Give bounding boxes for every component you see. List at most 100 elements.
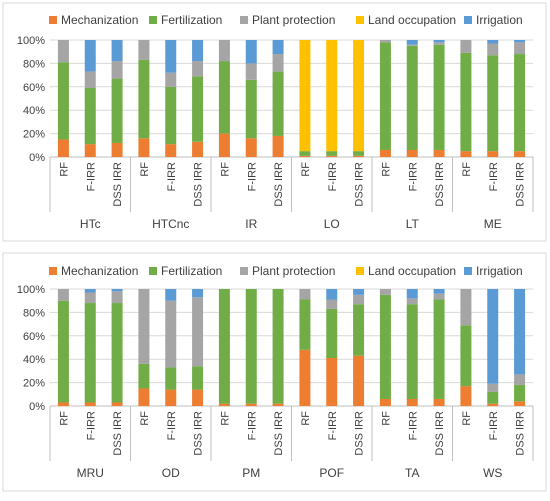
group-htcnc: RF F-IRR DSS IRR HTCnc <box>138 40 205 231</box>
bar-segment-irrigation <box>406 289 418 299</box>
y-tick-label: 20% <box>23 378 45 390</box>
bar-mru-dss-irr <box>111 289 123 406</box>
bar-segment-land-occupation <box>299 40 311 152</box>
bar-segment-irrigation <box>272 40 284 55</box>
bar-segment-irrigation <box>433 289 445 294</box>
bar-ir-rf <box>218 40 230 157</box>
legend-label-mechanization: Mechanization <box>61 264 138 278</box>
bar-segment-plant-protection <box>138 289 150 364</box>
bar-pm-rf <box>218 289 230 406</box>
x-category-label: RF <box>300 162 312 177</box>
x-category-label: F-IRR <box>166 162 178 191</box>
group-label-lt: LT <box>406 217 420 231</box>
x-category-label: DSS IRR <box>273 162 285 207</box>
bar-pof-f-irr <box>326 289 338 406</box>
bar-ir-f-irr <box>245 40 257 157</box>
bar-segment-irrigation <box>433 40 445 43</box>
x-category-label: DSS IRR <box>273 411 285 456</box>
bar-lt-f-irr <box>406 40 418 157</box>
group-label-mru: MRU <box>77 466 104 480</box>
group-label-pof: POF <box>319 466 344 480</box>
bar-segment-plant-protection <box>514 374 526 385</box>
bar-segment-irrigation <box>353 289 365 295</box>
bar-segment-fertilization <box>165 86 177 145</box>
bar-segment-mechanization <box>84 402 96 406</box>
x-category-label: RF <box>58 162 70 177</box>
bar-segment-fertilization <box>192 366 204 390</box>
bar-segment-irrigation <box>84 40 96 72</box>
group-label-pm: PM <box>242 466 260 480</box>
bar-lt-rf <box>379 40 391 157</box>
x-category-label: DSS IRR <box>515 162 527 207</box>
chart-panel-2: Mechanization Fertilization Plant protecti… <box>2 252 547 492</box>
bar-segment-fertilization <box>514 54 526 152</box>
bar-htcnc-rf <box>138 40 150 157</box>
bar-segment-fertilization <box>326 308 338 359</box>
bar-htcnc-f-irr <box>165 40 177 157</box>
bar-segment-mechanization <box>245 138 257 157</box>
legend-swatch-plant-protection <box>240 267 248 275</box>
legend-label-fertilization: Fertilization <box>161 264 222 278</box>
legend-swatch-fertilization <box>149 16 157 24</box>
bar-ta-rf <box>379 289 391 406</box>
bar-mru-f-irr <box>84 289 96 406</box>
group-label-me: ME <box>484 217 502 231</box>
y-tick-label: 40% <box>23 105 45 117</box>
bar-segment-plant-protection <box>514 42 526 55</box>
group-pm: RF F-IRR DSS IRR PM <box>218 289 285 480</box>
x-category-label: RF <box>300 411 312 426</box>
bar-segment-mechanization <box>272 403 284 406</box>
group-ir: RF F-IRR DSS IRR IR <box>218 40 285 231</box>
bar-segment-fertilization <box>379 294 391 399</box>
bar-segment-land-occupation <box>353 40 365 152</box>
bar-segment-fertilization <box>218 61 230 134</box>
legend-label-mechanization: Mechanization <box>61 13 138 27</box>
bar-lo-f-irr <box>326 40 338 157</box>
bar-segment-mechanization <box>299 349 311 406</box>
y-tick-label: 0% <box>29 152 45 164</box>
y-tick-label: 80% <box>23 307 45 319</box>
legend-label-plant-protection: Plant protection <box>252 264 335 278</box>
legend-swatch-land-occupation <box>356 267 364 275</box>
bar-ir-dss-irr <box>272 40 284 157</box>
x-category-label: RF <box>219 411 231 426</box>
bar-segment-plant-protection <box>111 61 123 79</box>
legend-label-fertilization: Fertilization <box>161 13 222 27</box>
bar-segment-plant-protection <box>433 293 445 300</box>
bar-htcnc-dss-irr <box>192 40 204 157</box>
y-tick-label: 20% <box>23 129 45 141</box>
bar-segment-plant-protection <box>138 40 150 60</box>
group-pof: RF F-IRR DSS IRR POF <box>299 289 366 480</box>
bar-segment-plant-protection <box>165 300 177 368</box>
bar-segment-irrigation <box>326 289 338 300</box>
x-category-label: DSS IRR <box>434 411 446 456</box>
group-lo: RF F-IRR DSS IRR LO <box>299 40 366 231</box>
bar-segment-plant-protection <box>218 40 230 62</box>
bar-segment-plant-protection <box>299 289 311 300</box>
bar-ws-f-irr <box>487 289 499 406</box>
bar-segment-mechanization <box>57 402 69 406</box>
group-label-od: OD <box>162 466 180 480</box>
legend-swatch-land-occupation <box>356 16 364 24</box>
bar-lo-rf <box>299 40 311 157</box>
x-category-label: DSS IRR <box>354 162 366 207</box>
bar-segment-irrigation <box>192 289 204 298</box>
group-htc: RF F-IRR DSS IRR HTc <box>57 40 124 231</box>
bar-segment-plant-protection <box>487 43 499 56</box>
x-category-label: F-IRR <box>407 162 419 191</box>
bar-segment-mechanization <box>460 386 472 406</box>
bar-segment-plant-protection <box>57 289 69 301</box>
x-category-label: RF <box>461 411 473 426</box>
legend-swatch-plant-protection <box>240 16 248 24</box>
bar-segment-irrigation <box>111 289 123 292</box>
x-category-label: RF <box>58 411 70 426</box>
bar-segment-irrigation <box>406 40 418 45</box>
bar-segment-fertilization <box>57 62 69 140</box>
x-category-label: RF <box>380 162 392 177</box>
bar-htc-f-irr <box>84 40 96 157</box>
bar-segment-mechanization <box>138 138 150 157</box>
bar-me-rf <box>460 40 472 157</box>
legend-label-land-occupation: Land occupation <box>368 13 456 27</box>
bar-od-f-irr <box>165 289 177 406</box>
bar-segment-plant-protection <box>272 54 284 72</box>
